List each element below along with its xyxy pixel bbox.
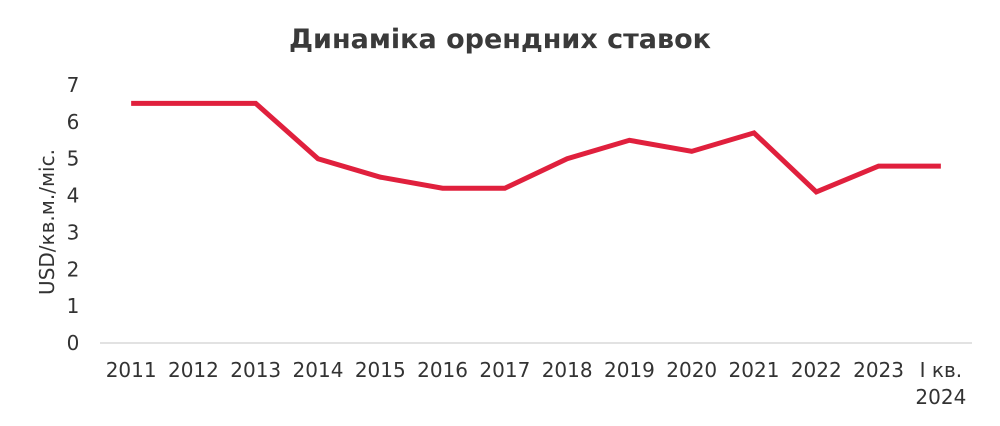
- x-tick-label: I кв. 2024: [915, 358, 966, 409]
- x-tick-label: 2021: [729, 358, 780, 382]
- x-tick-label: 2023: [853, 358, 904, 382]
- x-tick-labels: 2011 2012 2013 2014 2015 2016 2017 2018 2019 2020…: [106, 358, 967, 409]
- y-tick-label: 3: [67, 220, 80, 244]
- y-tick-label: 4: [67, 184, 80, 208]
- x-tick-label: 2014: [293, 358, 344, 382]
- x-tick-label: 2011: [106, 358, 157, 382]
- y-tick-label: 6: [67, 110, 80, 134]
- x-tick-label: 2013: [230, 358, 281, 382]
- x-tick-label: 2017: [479, 358, 530, 382]
- x-tick-label: 2018: [542, 358, 593, 382]
- y-tick-label: 7: [67, 73, 80, 97]
- y-tick-labels: 0 1 2 3 4 5 6 7: [67, 73, 80, 355]
- x-tick-label: 2012: [168, 358, 219, 382]
- x-tick-label: 2020: [666, 358, 717, 382]
- series-group: [131, 100, 941, 195]
- y-tick-label: 2: [67, 257, 80, 281]
- y-axis-label: USD/кв.м./міс.: [35, 149, 59, 295]
- y-tick-label: 1: [67, 294, 80, 318]
- x-tick-label: 2015: [355, 358, 406, 382]
- series-line: [131, 100, 941, 195]
- x-tick-label: 2022: [791, 358, 842, 382]
- x-tick-label: 2016: [417, 358, 468, 382]
- x-tick-label: 2019: [604, 358, 655, 382]
- chart-title: Динаміка орендних ставок: [289, 24, 711, 55]
- y-tick-label: 0: [67, 331, 80, 355]
- y-tick-label: 5: [67, 147, 80, 171]
